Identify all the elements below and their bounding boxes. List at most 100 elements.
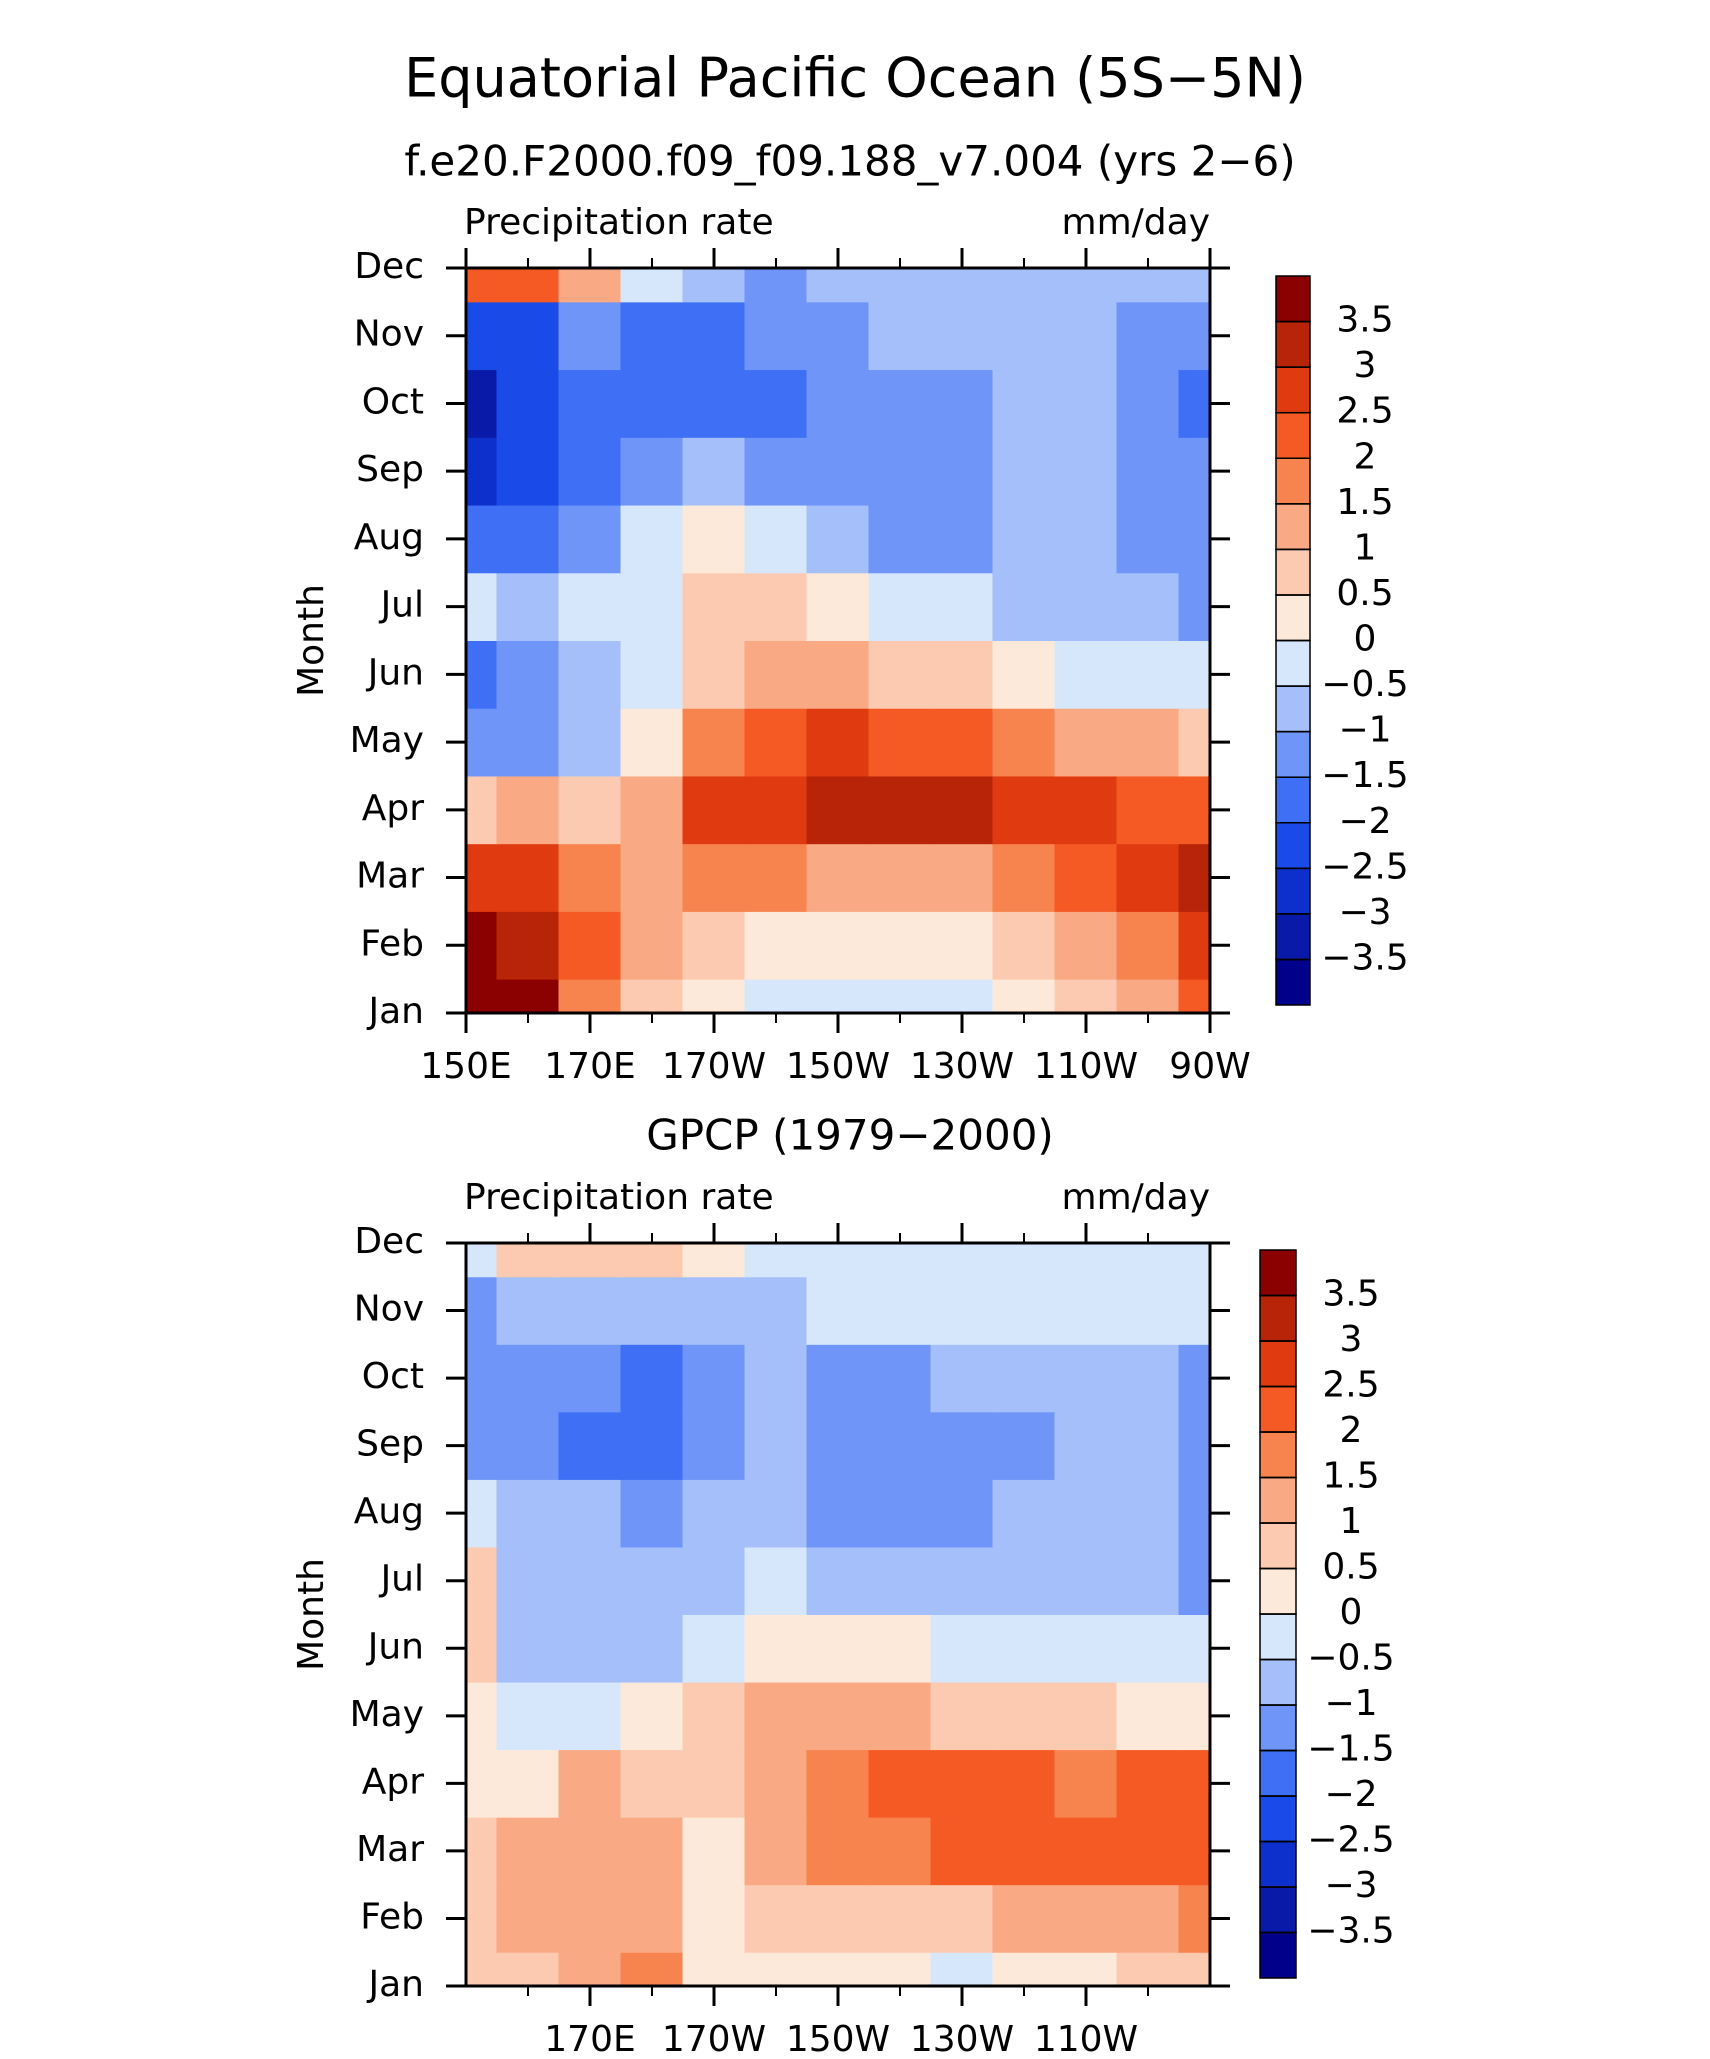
cell xyxy=(558,268,622,303)
x-tick-label: 170W xyxy=(662,1046,766,1087)
cell xyxy=(620,301,684,371)
cell xyxy=(1054,640,1118,709)
colorbar-swatch xyxy=(1259,1704,1297,1752)
cell xyxy=(558,640,622,709)
cell xyxy=(620,1749,684,1818)
cell xyxy=(620,369,684,438)
cell xyxy=(1116,1816,1180,1886)
cell xyxy=(992,775,1056,845)
x-tick-label: 150E xyxy=(420,1046,511,1087)
cell xyxy=(1116,572,1180,641)
cell xyxy=(682,843,746,912)
cell xyxy=(496,268,560,303)
cell xyxy=(558,1411,622,1480)
cell xyxy=(682,1411,746,1480)
colorbar-swatch xyxy=(1259,1249,1297,1297)
cell xyxy=(466,1411,498,1480)
cell xyxy=(1178,1884,1210,1953)
cell xyxy=(682,910,746,980)
cell xyxy=(868,1343,932,1413)
cell xyxy=(744,1681,808,1751)
cell xyxy=(682,1749,746,1818)
cell xyxy=(558,504,622,574)
cell xyxy=(558,369,622,438)
x-tick-label: 170E xyxy=(544,2019,635,2059)
cell xyxy=(558,1614,622,1683)
cell xyxy=(466,1884,498,1953)
cell xyxy=(1178,301,1210,371)
colorbar-swatch xyxy=(1259,1431,1297,1479)
cell xyxy=(1178,1749,1210,1818)
cell xyxy=(744,1816,808,1886)
cell xyxy=(682,572,746,641)
cell xyxy=(992,1951,1056,1986)
cell xyxy=(1178,436,1210,506)
cell xyxy=(558,1816,622,1886)
cell xyxy=(806,1816,870,1886)
y-tick-label: Mar xyxy=(356,1829,424,1870)
cell xyxy=(806,1243,870,1278)
cell xyxy=(868,1614,932,1683)
cell xyxy=(1116,707,1180,777)
cell xyxy=(466,268,498,303)
colorbar-swatch xyxy=(1275,457,1311,505)
cell xyxy=(1116,1951,1180,1986)
cell xyxy=(466,1343,498,1413)
cell xyxy=(620,843,684,912)
cell xyxy=(558,978,622,1013)
colorbar-label: −3 xyxy=(1324,1865,1377,1906)
cell xyxy=(620,978,684,1013)
cell xyxy=(620,775,684,845)
right-label: mm/day xyxy=(1062,202,1210,243)
y-tick-label: Sep xyxy=(356,449,424,490)
cell xyxy=(682,268,746,303)
cell xyxy=(1116,268,1180,303)
cell xyxy=(1178,775,1210,845)
cell xyxy=(466,1478,498,1548)
y-tick-label: Oct xyxy=(362,381,424,422)
cell xyxy=(992,1478,1056,1548)
y-tick-label: Mar xyxy=(356,856,424,897)
colorbar-label: 3 xyxy=(1354,345,1377,386)
cell xyxy=(868,504,932,574)
cell xyxy=(466,1243,498,1278)
cell xyxy=(1054,1546,1118,1615)
colorbar-label: −0.5 xyxy=(1321,664,1408,705)
cell xyxy=(806,301,870,371)
cell xyxy=(806,1749,870,1818)
cell xyxy=(744,268,808,303)
y-tick-label: Oct xyxy=(362,1356,424,1397)
cell xyxy=(992,978,1056,1013)
cell xyxy=(1054,268,1118,303)
x-tick-label: 150W xyxy=(786,1046,890,1087)
cell xyxy=(682,1243,746,1278)
cell xyxy=(1054,1951,1118,1986)
cell xyxy=(466,1951,498,1986)
cell xyxy=(466,843,498,912)
cell xyxy=(620,707,684,777)
cell xyxy=(1116,1614,1180,1683)
cell xyxy=(806,1478,870,1548)
colorbar-label: −1.5 xyxy=(1307,1729,1394,1770)
cell xyxy=(1054,572,1118,641)
colorbar-swatch xyxy=(1275,275,1311,323)
cell xyxy=(806,775,870,845)
cell xyxy=(992,1749,1056,1818)
colorbar-label: −3.5 xyxy=(1321,937,1408,978)
cell xyxy=(1054,1884,1118,1953)
colorbar-label: 3 xyxy=(1340,1319,1363,1360)
cell xyxy=(930,1243,994,1278)
y-tick-label: Jul xyxy=(379,585,424,626)
cell xyxy=(496,707,560,777)
cell xyxy=(466,978,498,1013)
cell xyxy=(806,843,870,912)
colorbar-label: −2.5 xyxy=(1321,846,1408,887)
cell xyxy=(930,268,994,303)
cell xyxy=(1116,978,1180,1013)
cell xyxy=(992,1343,1056,1413)
cell xyxy=(744,504,808,574)
field xyxy=(466,268,1210,1013)
cell xyxy=(1054,1614,1118,1683)
cell xyxy=(1054,1411,1118,1480)
